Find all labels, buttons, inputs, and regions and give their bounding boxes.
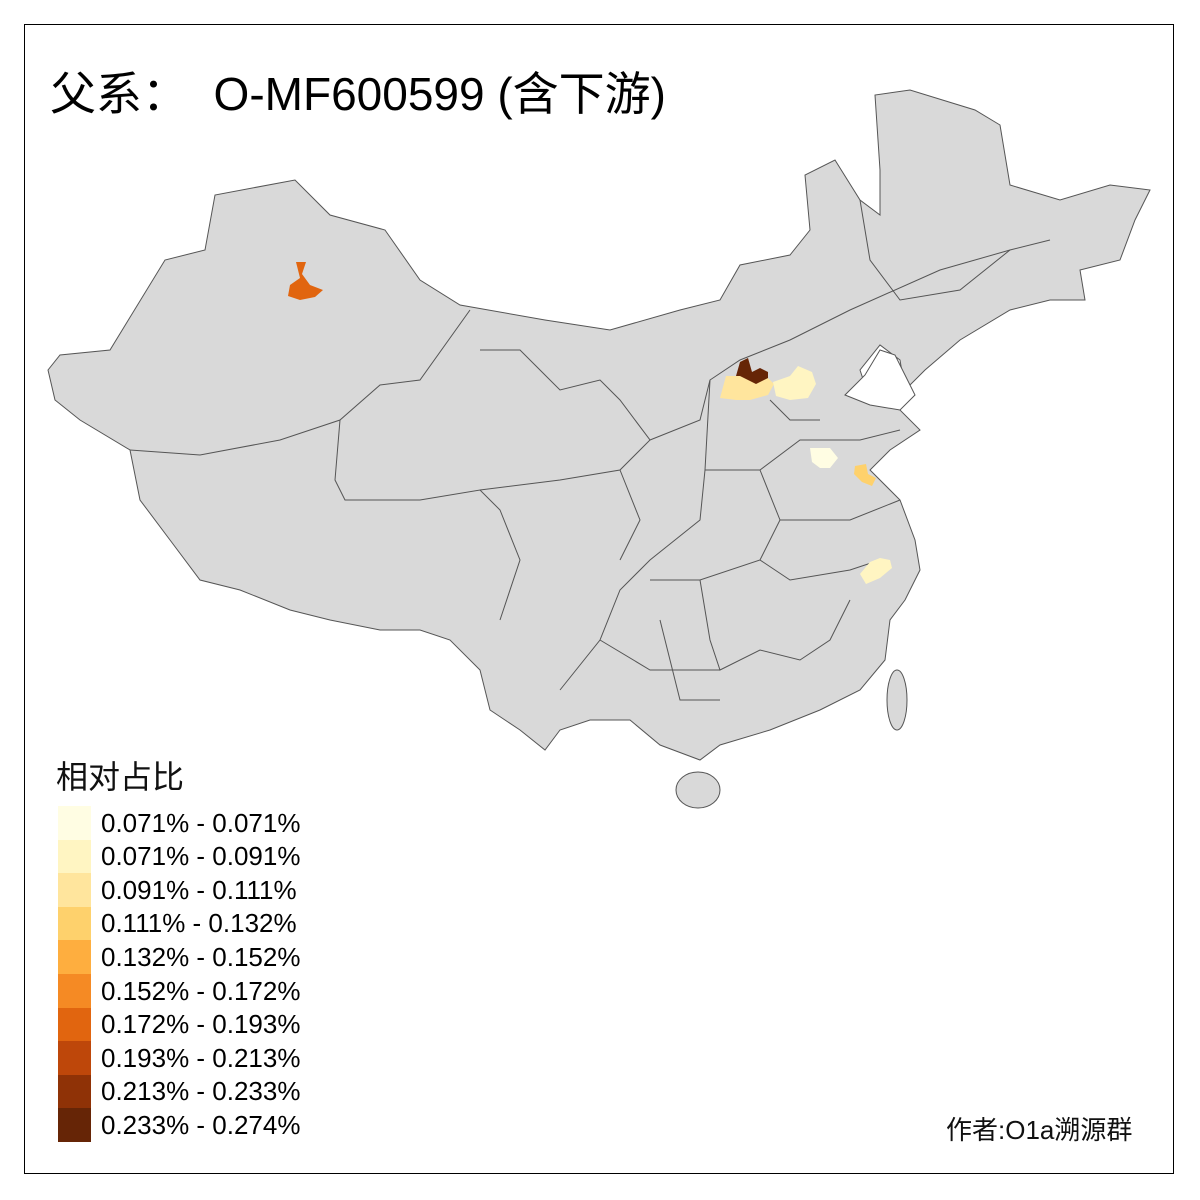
- region-central-inner-mongolia-b: [720, 376, 774, 400]
- legend-item: 0.071% - 0.091%: [58, 839, 301, 874]
- highlighted-regions: [288, 262, 892, 584]
- legend-item: 0.152% - 0.172%: [58, 974, 300, 1008]
- legend-swatch: [58, 1074, 91, 1109]
- province-borders: [129, 199, 1051, 701]
- china-outline: [47, 89, 1151, 761]
- region-north-xinjiang: [288, 262, 323, 300]
- legend-swatch: [58, 906, 91, 941]
- bohai-sea: [844, 349, 916, 411]
- legend-swatch: [58, 940, 91, 975]
- region-north-zhejiang: [860, 558, 892, 584]
- legend-swatch: [58, 873, 91, 908]
- legend-item: 0.213% - 0.233%: [58, 1074, 301, 1109]
- legend-swatch: [58, 1041, 91, 1076]
- taiwan-island: [886, 669, 908, 731]
- legend-label: 0.152% - 0.172%: [101, 975, 301, 1006]
- legend-item: 0.071% - 0.071%: [58, 806, 300, 840]
- legend-item: 0.233% - 0.274%: [58, 1108, 301, 1143]
- legend-label: 0.233% - 0.274%: [101, 1109, 301, 1140]
- legend-label: 0.193% - 0.213%: [101, 1042, 301, 1073]
- figure-frame: [24, 24, 1174, 1174]
- legend-label: 0.071% - 0.071%: [101, 807, 301, 838]
- region-north-jiangsu: [854, 464, 876, 486]
- legend-item: 0.091% - 0.111%: [58, 873, 297, 908]
- legend-swatch: [58, 839, 91, 874]
- legend-label: 0.071% - 0.091%: [101, 841, 301, 872]
- legend-label: 0.213% - 0.233%: [101, 1076, 301, 1107]
- legend-label: 0.091% - 0.111%: [101, 874, 297, 905]
- legend-label: 0.111% - 0.132%: [101, 908, 297, 939]
- legend-item: 0.193% - 0.213%: [58, 1041, 301, 1076]
- map-title: 父系： O-MF600599 (含下游): [50, 68, 666, 120]
- region-north-hebei: [773, 366, 816, 400]
- legend-label: 0.172% - 0.193%: [101, 1009, 301, 1040]
- legend-swatch: [58, 974, 91, 1008]
- legend-swatch: [58, 1108, 91, 1143]
- legend-swatch: [58, 806, 91, 840]
- hainan-island: [675, 771, 721, 809]
- region-west-shandong: [810, 448, 838, 468]
- legend-label: 0.132% - 0.152%: [101, 941, 301, 972]
- legend-title: 相对占比: [56, 759, 185, 795]
- author-credit: 作者:O1a溯源群: [946, 1115, 1133, 1145]
- legend-item: 0.132% - 0.152%: [58, 940, 301, 975]
- legend-item: 0.172% - 0.193%: [58, 1007, 301, 1042]
- legend-item: 0.111% - 0.132%: [58, 906, 297, 941]
- legend-swatch: [58, 1007, 91, 1042]
